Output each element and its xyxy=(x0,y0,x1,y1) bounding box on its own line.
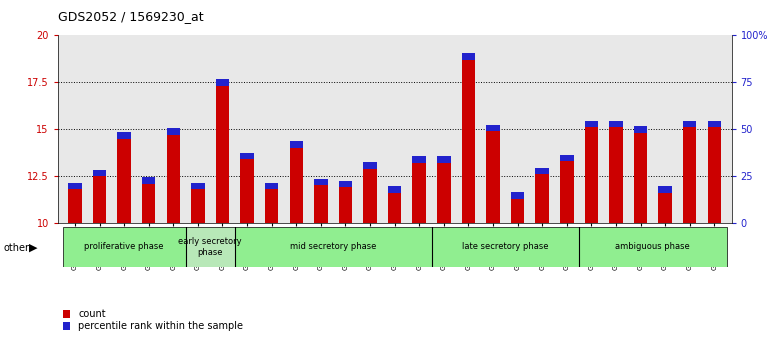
Bar xyxy=(240,153,254,159)
Text: ambiguous phase: ambiguous phase xyxy=(615,242,690,251)
Bar xyxy=(388,193,401,223)
Bar xyxy=(314,179,327,185)
Bar xyxy=(634,126,648,133)
Text: mid secretory phase: mid secretory phase xyxy=(290,242,377,251)
Bar xyxy=(339,187,352,223)
Bar xyxy=(413,163,426,223)
Bar xyxy=(658,193,672,223)
Bar xyxy=(142,177,156,184)
Bar xyxy=(314,185,327,223)
Bar xyxy=(462,60,475,223)
Text: proliferative phase: proliferative phase xyxy=(85,242,164,251)
Bar xyxy=(708,127,721,223)
Bar xyxy=(413,156,426,163)
Bar xyxy=(683,121,696,127)
Bar xyxy=(486,125,500,131)
Bar xyxy=(191,183,205,189)
Text: late secretory phase: late secretory phase xyxy=(462,242,548,251)
Bar xyxy=(186,227,235,267)
Bar xyxy=(388,187,401,193)
Text: other: other xyxy=(4,243,30,253)
Bar xyxy=(486,131,500,223)
Bar xyxy=(191,189,205,223)
Bar xyxy=(431,227,579,267)
Bar xyxy=(117,132,131,139)
Bar xyxy=(62,227,186,267)
Bar xyxy=(290,141,303,148)
Text: early secretory
phase: early secretory phase xyxy=(179,237,242,257)
Bar xyxy=(560,161,574,223)
Bar xyxy=(683,127,696,223)
Bar xyxy=(708,121,721,127)
Bar xyxy=(216,86,229,223)
Bar xyxy=(93,176,106,223)
Bar xyxy=(69,189,82,223)
Bar xyxy=(437,156,450,163)
Bar xyxy=(142,184,156,223)
Bar xyxy=(166,135,180,223)
Bar xyxy=(658,187,672,193)
Bar xyxy=(117,139,131,223)
Bar xyxy=(93,170,106,176)
Bar xyxy=(462,53,475,60)
Bar xyxy=(609,121,623,127)
Bar xyxy=(265,189,279,223)
Bar xyxy=(437,163,450,223)
Bar xyxy=(69,183,82,189)
Bar xyxy=(579,227,727,267)
Bar xyxy=(166,128,180,135)
Bar xyxy=(339,181,352,187)
Bar xyxy=(560,155,574,161)
Bar xyxy=(609,127,623,223)
Bar xyxy=(584,127,598,223)
Bar xyxy=(511,192,524,199)
Bar xyxy=(235,227,431,267)
Bar xyxy=(240,159,254,223)
Bar xyxy=(216,80,229,86)
Legend: count, percentile rank within the sample: count, percentile rank within the sample xyxy=(62,309,243,331)
Bar xyxy=(363,169,377,223)
Bar xyxy=(290,148,303,223)
Bar xyxy=(584,121,598,127)
Bar xyxy=(511,199,524,223)
Bar xyxy=(634,133,648,223)
Bar xyxy=(265,183,279,189)
Bar xyxy=(535,168,549,174)
Text: ▶: ▶ xyxy=(29,243,38,253)
Bar xyxy=(363,162,377,169)
Bar xyxy=(535,174,549,223)
Text: GDS2052 / 1569230_at: GDS2052 / 1569230_at xyxy=(58,10,203,23)
